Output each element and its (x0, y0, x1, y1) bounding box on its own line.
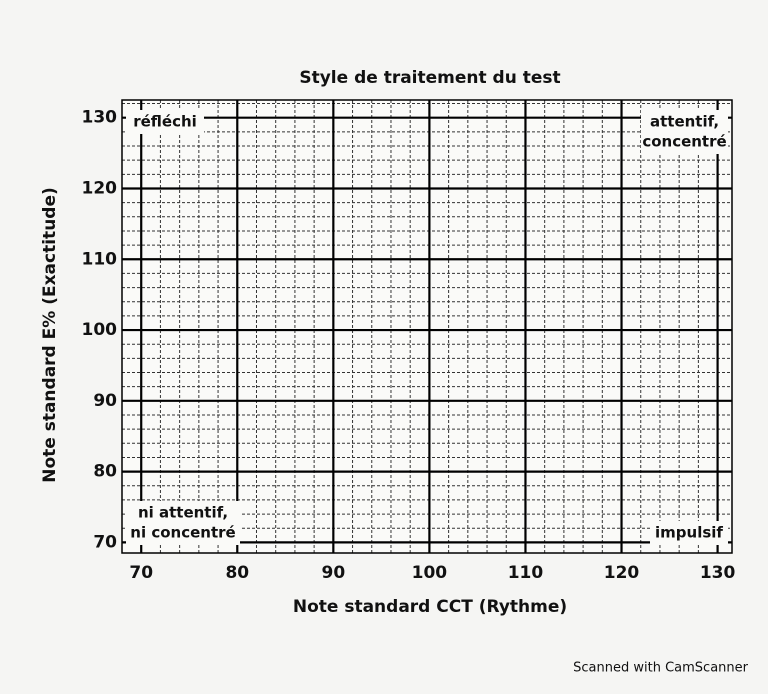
x-tick-label: 70 (129, 563, 153, 583)
annotation: ni concentré (130, 524, 235, 542)
x-tick-label: 130 (700, 563, 736, 583)
x-tick-label: 90 (322, 563, 346, 583)
annotation: ni attentif, (138, 504, 228, 522)
y-tick-label: 90 (93, 391, 117, 411)
x-tick-label: 120 (604, 563, 640, 583)
annotation-box (126, 110, 204, 134)
annotation: concentré (642, 133, 726, 151)
plot-area (122, 100, 732, 553)
x-tick-label: 100 (412, 563, 448, 583)
y-tick-label: 100 (82, 320, 118, 340)
annotation-box (650, 521, 728, 545)
annotation-box (641, 110, 728, 154)
annotation: impulsif (655, 524, 723, 542)
y-axis-label: Note standard E% (Exactitude) (40, 187, 60, 483)
annotation: attentif, (650, 113, 719, 131)
y-tick-label: 70 (93, 532, 117, 552)
y-tick-label: 130 (82, 108, 118, 128)
y-tick-label: 120 (82, 178, 118, 198)
plot-border (121, 99, 733, 554)
chart-title: Style de traitement du test (299, 68, 560, 88)
y-tick-label: 110 (82, 249, 118, 269)
y-tick-label: 80 (93, 462, 117, 482)
footer: Scanned with CamScanner (573, 661, 748, 676)
x-axis-label: Note standard CCT (Rythme) (293, 597, 567, 617)
x-tick-label: 110 (508, 563, 544, 583)
annotation-box (126, 501, 240, 545)
annotation: réfléchi (133, 113, 197, 131)
x-tick-label: 80 (225, 563, 249, 583)
